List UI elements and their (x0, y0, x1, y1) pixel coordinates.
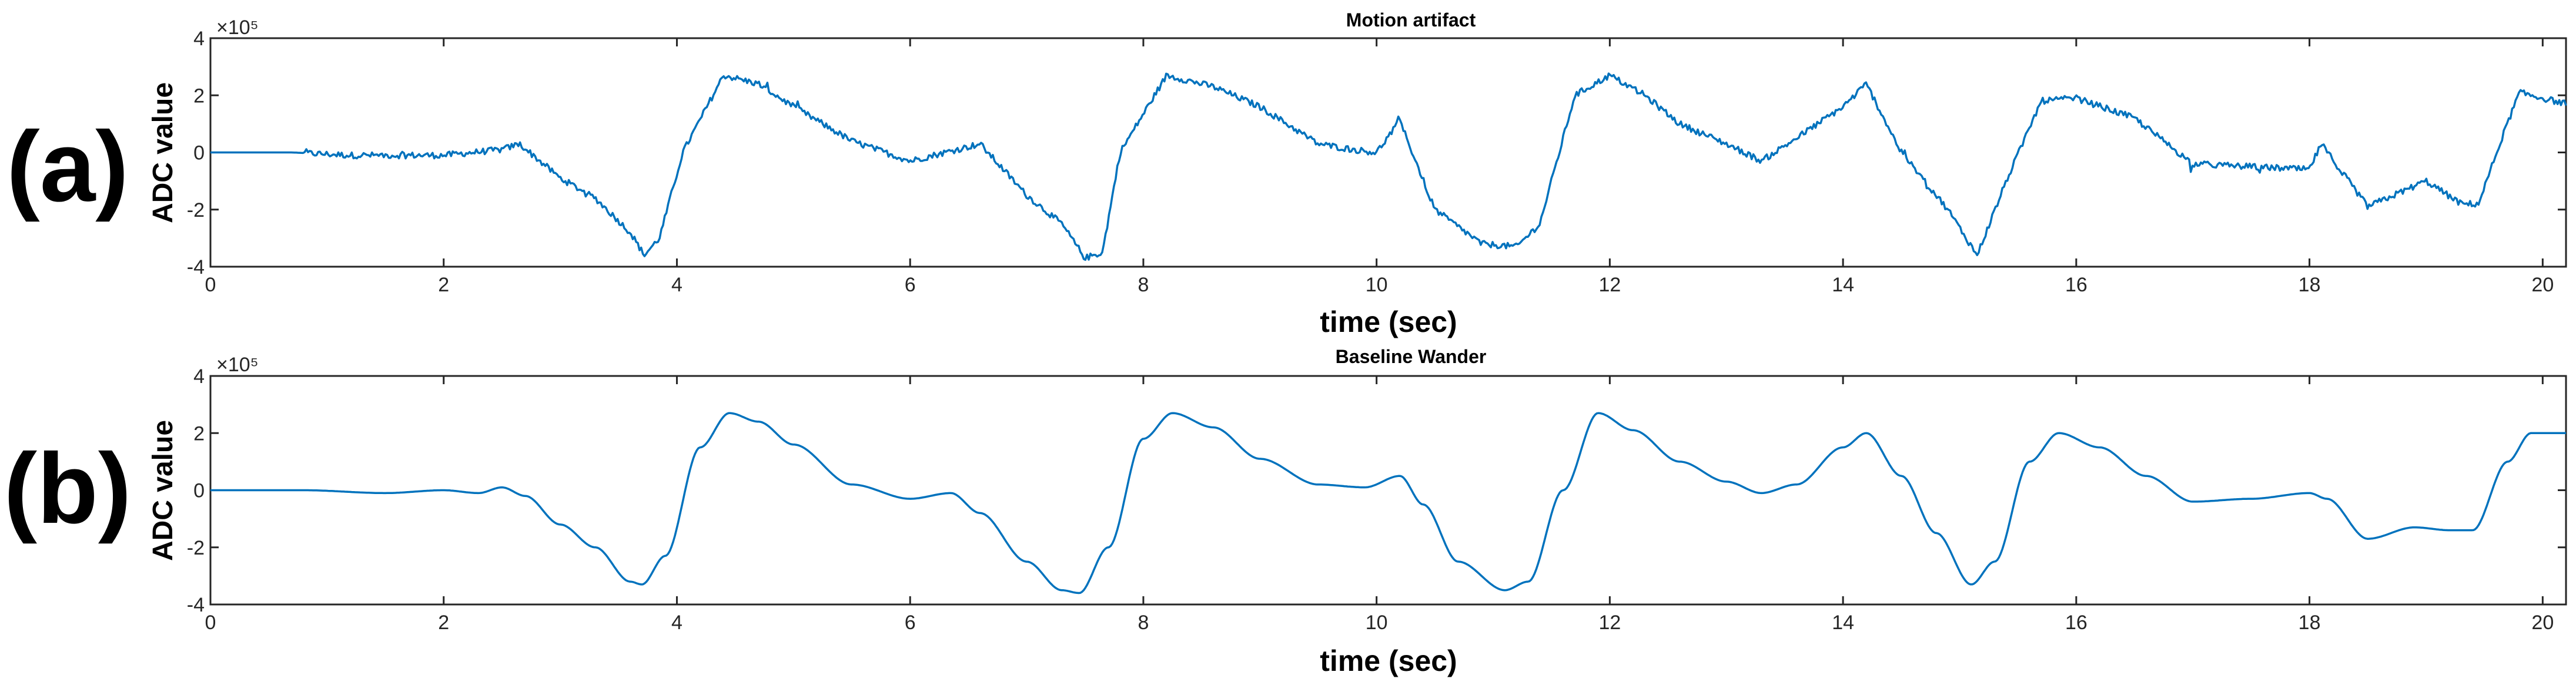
x-tick-label: 16 (2065, 274, 2087, 296)
panel-b-xlabel: time (sec) (1320, 644, 1457, 677)
panel-a-ylabel: ADC value (148, 82, 179, 223)
panel-a-series-line (210, 72, 2567, 261)
x-tick-label: 12 (1598, 612, 1621, 634)
panel-b-ylabel: ADC value (148, 420, 179, 561)
panel-b: (b) Baseline Wander -4 -2 0 2 4 0 2 4 6 8 10 12 14 1… (4, 346, 2567, 677)
x-tick-label: 8 (1138, 612, 1149, 634)
panel-b-y-exponent: ×10⁵ (216, 354, 259, 376)
y-tick-label: -2 (187, 537, 205, 559)
y-tick-label: -2 (187, 199, 205, 221)
x-tick-label: 10 (1366, 612, 1388, 634)
x-tick-label: 16 (2065, 612, 2087, 634)
x-tick-label: 18 (2299, 274, 2321, 296)
panel-a-xtick-labels: 0 2 4 6 8 10 12 14 16 18 20 (205, 274, 2554, 296)
panel-a-xlabel: time (sec) (1320, 305, 1457, 338)
x-tick-label: 2 (438, 274, 449, 296)
x-tick-label: 6 (905, 274, 916, 296)
panel-b-axes-frame (209, 375, 2567, 606)
y-tick-label: 0 (193, 480, 205, 502)
panel-a-y-exponent: ×10⁵ (216, 16, 259, 39)
panel-a-ytick-labels: -4 -2 0 2 4 (187, 28, 205, 278)
x-tick-label: 4 (671, 274, 683, 296)
panel-a: (a) Motion artifact -4 -2 0 2 4 0 2 4 6 8 10 12 14 1… (6, 9, 2567, 338)
y-tick-label: 0 (193, 142, 205, 164)
x-tick-label: 0 (205, 612, 216, 634)
panel-b-xtick-labels: 0 2 4 6 8 10 12 14 16 18 20 (205, 612, 2554, 634)
x-tick-label: 10 (1366, 274, 1388, 296)
panel-b-label: (b) (4, 433, 131, 545)
x-tick-label: 4 (671, 612, 683, 634)
panel-b-ticks (209, 375, 2566, 606)
x-tick-label: 18 (2299, 612, 2321, 634)
y-tick-label: 4 (193, 365, 205, 388)
y-tick-label: -4 (187, 594, 205, 616)
panel-b-title: Baseline Wander (1336, 346, 1487, 367)
panel-a-label: (a) (6, 111, 129, 223)
panel-a-axes-frame (209, 37, 2567, 268)
x-tick-label: 20 (2531, 274, 2554, 296)
y-tick-label: -4 (187, 256, 205, 278)
panel-a-title: Motion artifact (1346, 9, 1476, 31)
x-tick-label: 8 (1138, 274, 1149, 296)
panel-b-series-line (210, 412, 2566, 594)
panel-a-ticks (209, 37, 2566, 268)
x-tick-label: 20 (2531, 612, 2554, 634)
x-tick-label: 14 (1832, 612, 1854, 634)
panel-b-ytick-labels: -4 -2 0 2 4 (187, 365, 205, 616)
x-tick-label: 0 (205, 274, 216, 296)
x-tick-label: 2 (438, 612, 449, 634)
x-tick-label: 6 (905, 612, 916, 634)
y-tick-label: 4 (193, 28, 205, 50)
x-tick-label: 12 (1598, 274, 1621, 296)
y-tick-label: 2 (193, 422, 205, 445)
x-tick-label: 14 (1832, 274, 1854, 296)
y-tick-label: 2 (193, 85, 205, 107)
